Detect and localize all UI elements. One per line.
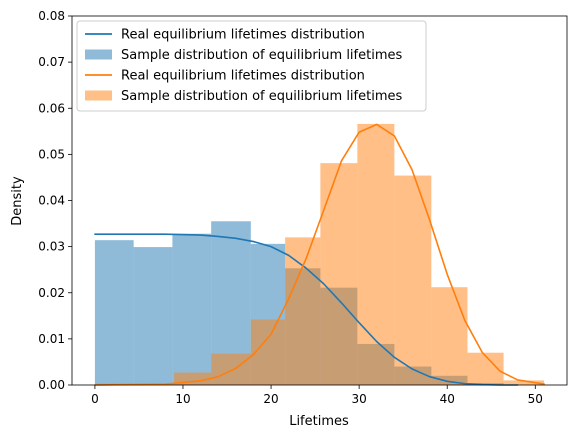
legend-box	[76, 20, 427, 112]
y-tick-label-3: 0.03	[38, 240, 65, 254]
y-tick-label-2: 0.02	[38, 286, 65, 300]
histogram-bar-1-5	[320, 163, 358, 385]
histogram-bar-1-3	[250, 319, 286, 385]
x-tick-label-1: 10	[175, 392, 190, 406]
y-axis: 0.00 0.01 0.02 0.03 0.04 0.05 0.06 0.07 0.08	[38, 9, 72, 392]
plot-frame	[71, 15, 568, 386]
legend-patch-swatch-3	[85, 90, 112, 101]
x-tick-label-2: 20	[263, 392, 278, 406]
x-axis: 0 10 20 30 40 50	[91, 385, 543, 406]
legend-label-3: Sample distribution of equilibrium lifet…	[121, 89, 402, 104]
density-curves	[94, 123, 545, 386]
y-tick-label-4: 0.04	[38, 194, 65, 208]
histogram-bar-1-10	[503, 380, 545, 385]
histogram-bar-1-4	[285, 237, 321, 385]
legend-label-0: Real equilibrium lifetimes distribution	[121, 28, 365, 43]
histogram-bar-1-2	[211, 353, 251, 385]
y-tick-label-0: 0.00	[38, 378, 65, 392]
histogram-bar-1-6	[357, 123, 395, 386]
histogram-bars	[94, 123, 545, 386]
density-curve-0	[94, 233, 519, 386]
histogram-bar-0-1	[133, 247, 173, 385]
x-axis-label: Lifetimes	[289, 414, 349, 429]
legend-label-1: Sample distribution of equilibrium lifet…	[121, 48, 402, 63]
histogram-bar-1-7	[394, 175, 432, 385]
x-tick-label-5: 50	[528, 392, 543, 406]
legend: Real equilibrium lifetimes distribution S…	[76, 20, 427, 112]
y-axis-label: Density	[10, 176, 25, 226]
density-curve-1	[94, 123, 545, 386]
histogram-bar-0-0	[94, 240, 134, 385]
histogram-bar-1-8	[431, 287, 468, 385]
y-tick-label-7: 0.07	[38, 55, 65, 69]
y-tick-label-6: 0.06	[38, 101, 65, 115]
y-tick-label-1: 0.01	[38, 332, 65, 346]
histogram-bar-0-2	[172, 233, 212, 385]
x-tick-label-3: 30	[351, 392, 366, 406]
y-tick-label-8: 0.08	[38, 9, 65, 23]
legend-label-2: Real equilibrium lifetimes distribution	[121, 69, 365, 84]
y-tick-label-5: 0.05	[38, 147, 65, 161]
legend-patch-swatch-1	[85, 49, 112, 60]
x-tick-label-4: 40	[440, 392, 455, 406]
x-tick-label-0: 0	[91, 392, 99, 406]
